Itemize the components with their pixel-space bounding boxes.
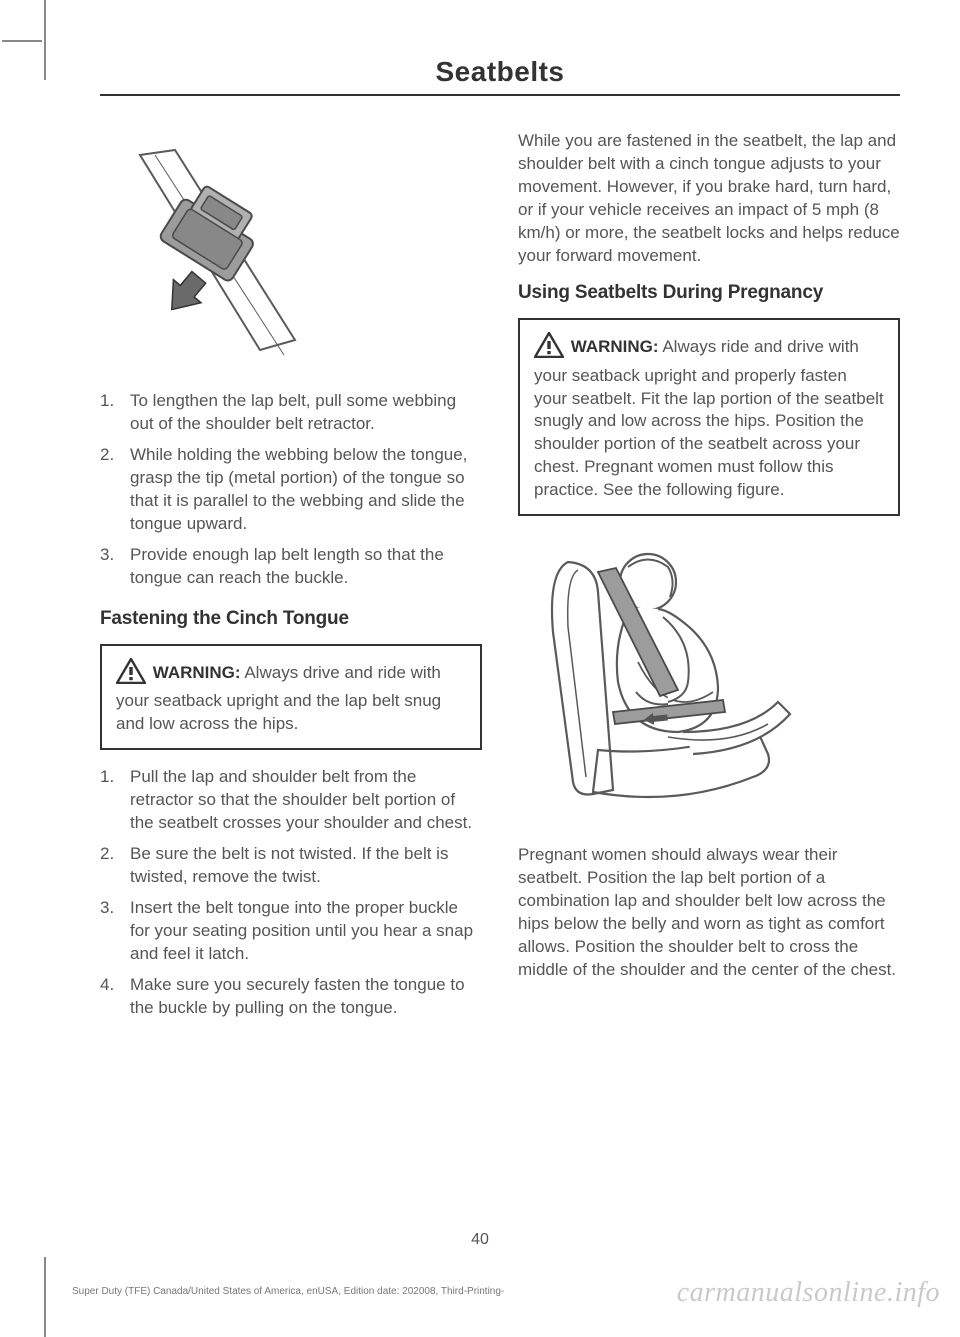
lengthen-steps-list: To lengthen the lap belt, pull some webb… xyxy=(100,390,482,590)
warning-icon xyxy=(534,332,564,365)
list-item: Provide enough lap belt length so that t… xyxy=(100,544,482,590)
warning-label: WARNING: xyxy=(571,337,659,356)
heading-fastening: Fastening the Cinch Tongue xyxy=(100,608,482,630)
list-item: Insert the belt tongue into the proper b… xyxy=(100,897,482,966)
page-number: 40 xyxy=(0,1231,960,1249)
list-item: Pull the lap and shoulder belt from the … xyxy=(100,766,482,835)
crop-mark-top xyxy=(44,0,46,80)
list-item: Make sure you securely fasten the tongue… xyxy=(100,974,482,1020)
heading-pregnancy: Using Seatbelts During Pregnancy xyxy=(518,282,900,304)
crop-mark-bottom xyxy=(44,1257,46,1337)
warning-text: Always ride and drive with your seatback… xyxy=(534,337,884,500)
warning-box-1: WARNING: Always drive and ride with your… xyxy=(100,644,482,751)
warning-label: WARNING: xyxy=(153,663,241,682)
left-column: To lengthen the lap belt, pull some webb… xyxy=(100,130,482,1217)
paragraph-pregnant: Pregnant women should always wear their … xyxy=(518,844,900,982)
list-item: While holding the webbing below the tong… xyxy=(100,444,482,536)
page-header: Seatbelts xyxy=(100,56,900,96)
watermark: carmanualsonline.info xyxy=(677,1277,940,1309)
warning-icon xyxy=(116,658,146,691)
page-title: Seatbelts xyxy=(100,56,900,88)
footer-text: Super Duty (TFE) Canada/United States of… xyxy=(72,1286,504,1297)
list-item: Be sure the belt is not twisted. If the … xyxy=(100,843,482,889)
figure-cinch-tongue xyxy=(100,140,330,370)
paragraph-movement: While you are fastened in the seatbelt, … xyxy=(518,130,900,268)
warning-box-2: WARNING: Always ride and drive with your… xyxy=(518,318,900,517)
figure-pregnancy xyxy=(518,532,818,832)
fastening-steps-list: Pull the lap and shoulder belt from the … xyxy=(100,766,482,1019)
right-column: While you are fastened in the seatbelt, … xyxy=(518,130,900,1217)
content-area: To lengthen the lap belt, pull some webb… xyxy=(100,130,900,1217)
list-item: To lengthen the lap belt, pull some webb… xyxy=(100,390,482,436)
